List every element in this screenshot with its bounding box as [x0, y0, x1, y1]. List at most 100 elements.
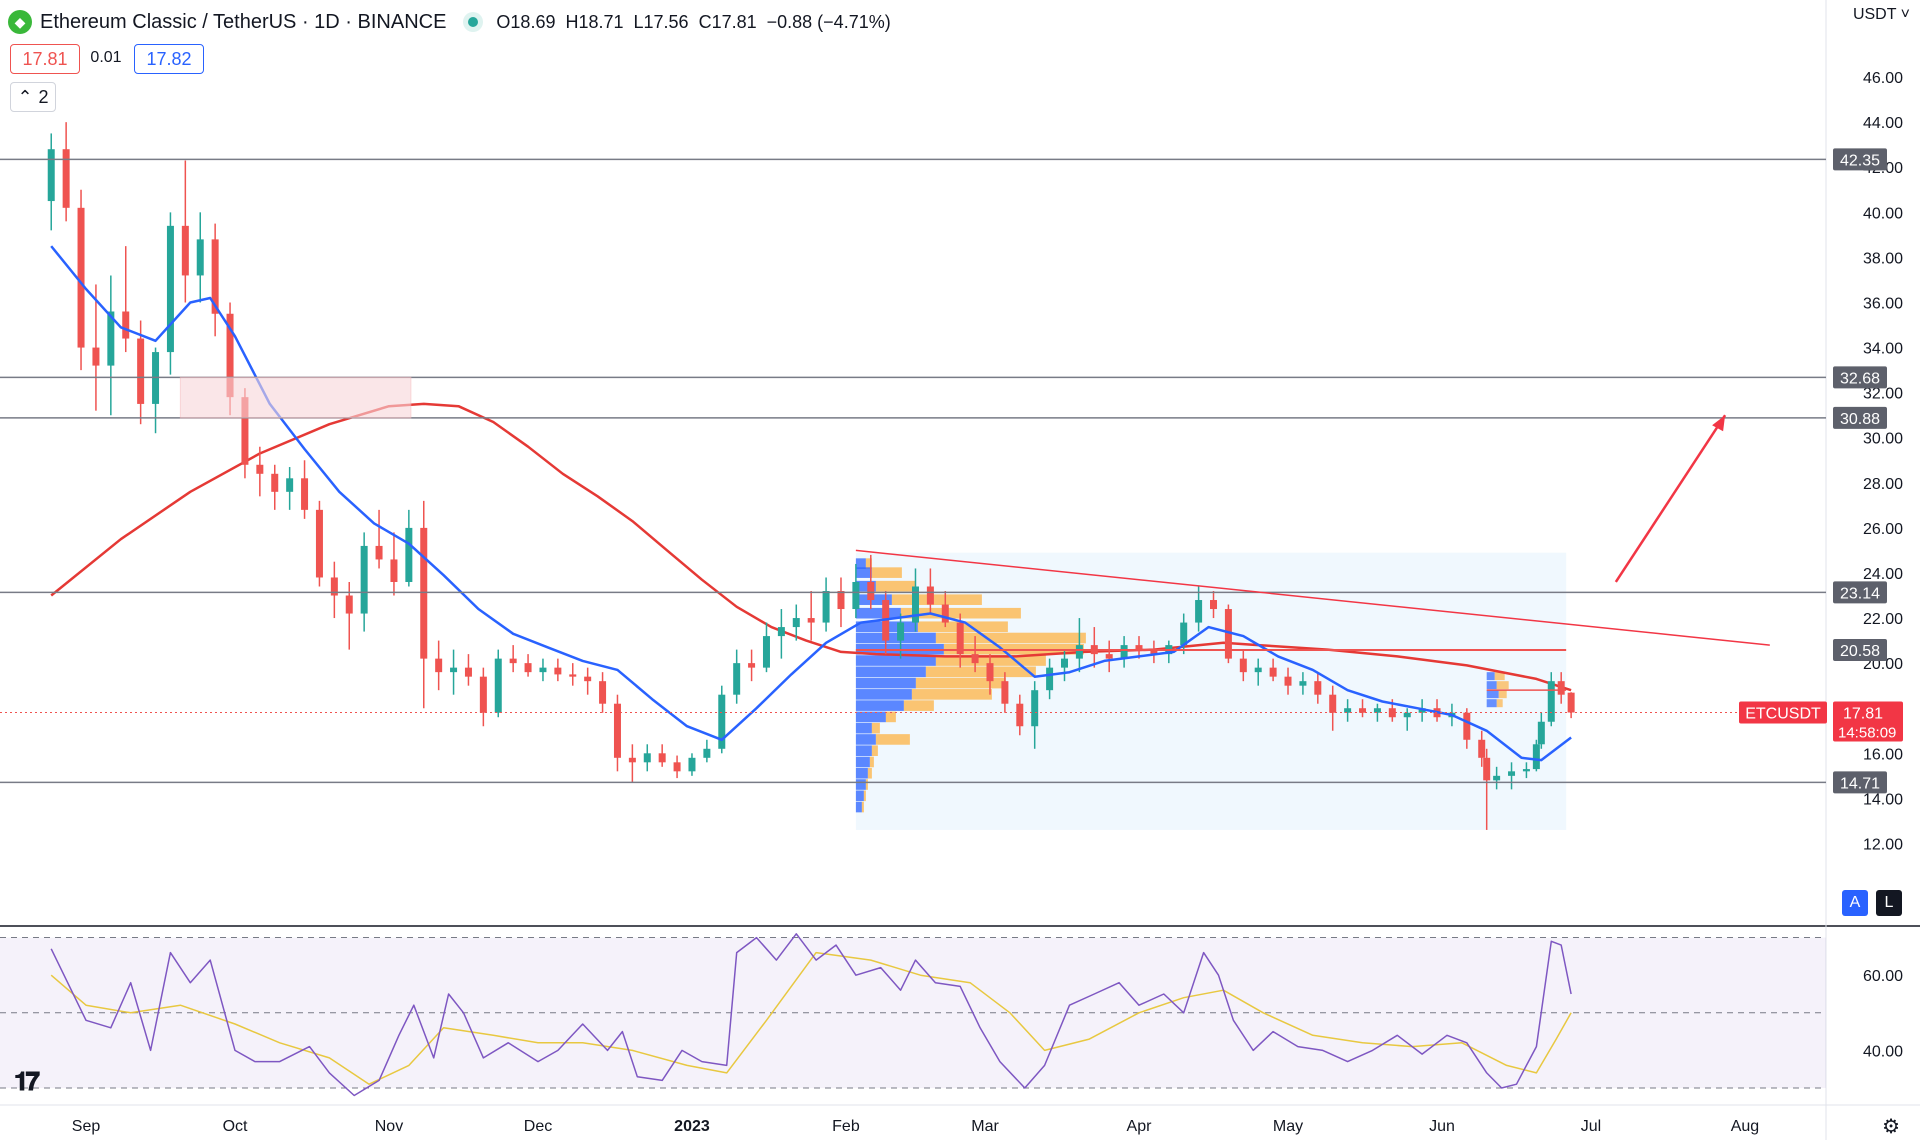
auto-scale-button[interactable]: A: [1842, 890, 1868, 916]
rsi-pane: 40.00 60.00: [0, 933, 1903, 1097]
candle-body: [539, 667, 547, 673]
candle-body: [1001, 681, 1009, 704]
candle-body: [613, 703, 621, 758]
candle-body: [435, 658, 443, 673]
price-tag-value: 17.81: [1843, 705, 1883, 722]
volume-profile-down-bar: [875, 734, 910, 745]
candle-body: [1463, 712, 1471, 740]
candle-body: [1075, 645, 1083, 659]
candle-body: [718, 694, 726, 749]
session-profile-down-bar: [1498, 690, 1507, 699]
volume-profile-down-bar: [875, 580, 916, 592]
candle-body: [1547, 681, 1555, 722]
etc-logo-icon: ◆: [8, 10, 32, 34]
candle-body: [375, 545, 383, 560]
volume-profile-down-bar: [915, 677, 1006, 689]
candle-body: [509, 658, 517, 664]
candle-body: [1120, 645, 1128, 659]
candle-body: [360, 545, 368, 614]
volume-profile-up-bar: [855, 632, 936, 644]
volume-profile-down-bar: [885, 711, 896, 723]
candle-body: [971, 654, 979, 664]
chevron-down-icon: ˅: [1900, 6, 1910, 23]
candle-body: [599, 681, 607, 704]
candle-body: [330, 577, 338, 596]
symbol-tag-bg: [1739, 701, 1827, 724]
gear-icon[interactable]: ⚙: [1882, 1116, 1900, 1138]
level-tag-bg: [1833, 406, 1887, 429]
time-tick-label: Jul: [1581, 1118, 1601, 1135]
indicators-collapse-button[interactable]: ⌃ 2: [10, 82, 56, 112]
candle-body: [807, 618, 815, 623]
candle-body: [315, 509, 323, 578]
ema-20-line: [50, 245, 1572, 762]
candle-body: [1344, 708, 1352, 713]
price-tick-label: 26.00: [1863, 521, 1903, 538]
candle-body: [92, 347, 100, 366]
candle-body: [867, 581, 875, 601]
volume-profile-down-bar: [903, 700, 934, 711]
level-tag-label: 23.14: [1840, 585, 1880, 602]
buy-price-button[interactable]: 17.82: [134, 44, 204, 74]
volume-profile-up-bar: [855, 655, 936, 666]
candle-body: [181, 225, 189, 276]
candle-body: [1150, 649, 1158, 655]
candle-body: [1016, 703, 1024, 727]
log-scale-button[interactable]: L: [1876, 890, 1902, 916]
volume-profile-up-bar: [855, 700, 904, 711]
candle-body: [1567, 692, 1575, 713]
candle-body: [450, 667, 458, 673]
currency-label: USDT: [1852, 6, 1897, 23]
price-tag-bg: [1833, 701, 1903, 742]
candle-body: [1031, 690, 1039, 727]
time-tick-label: Apr: [1127, 1118, 1153, 1135]
candle-body: [1284, 676, 1292, 686]
candle-body: [301, 478, 309, 510]
projection-arrow-head: [1712, 415, 1726, 432]
volume-profile-up-bar: [855, 767, 868, 779]
candle-body: [166, 225, 174, 353]
sell-price-button[interactable]: 17.81: [10, 44, 80, 74]
volume-profile-up-bar: [855, 607, 901, 619]
price-tick-label: 12.00: [1863, 836, 1903, 853]
chevron-up-icon: ⌃: [17, 86, 33, 107]
volume-profile: [855, 552, 1567, 830]
candle-body: [1224, 609, 1232, 659]
volume-profile-down-bar: [869, 756, 874, 768]
tradingview-logo-icon[interactable]: 𝟏𝟕: [14, 1066, 40, 1096]
candle-body: [524, 663, 532, 673]
candle-body: [569, 674, 577, 677]
volume-profile-up-bar: [855, 745, 872, 757]
candle-body: [688, 757, 696, 772]
volume-profile-up-bar: [855, 677, 916, 689]
volume-profile-up-bar: [855, 689, 912, 700]
rsi-tick-label: 60.00: [1863, 968, 1903, 985]
currency-selector[interactable]: USDT ˅: [1853, 6, 1910, 24]
candle-body: [1522, 769, 1530, 772]
candle-body: [122, 311, 130, 339]
level-tag-label: 42.35: [1840, 152, 1880, 169]
candle-body: [1180, 622, 1188, 646]
candle-body: [1478, 739, 1486, 758]
volume-profile-down-bar: [861, 801, 864, 813]
session-profile-up-bar: [1486, 672, 1495, 681]
time-tick-label: Aug: [1731, 1118, 1759, 1135]
candle-body: [1508, 771, 1516, 776]
candle-body: [1269, 667, 1277, 677]
session-profile-up-bar: [1486, 690, 1499, 699]
time-tick-label: Dec: [524, 1118, 552, 1135]
volume-profile-up-bar: [855, 734, 876, 745]
session-profile-up-bar: [1486, 699, 1497, 708]
candle-body: [897, 622, 905, 641]
candle-body: [643, 753, 651, 763]
candle-body: [673, 762, 681, 772]
ema-20-polyline: [50, 245, 1572, 762]
level-tag-label: 20.58: [1840, 643, 1880, 660]
price-tick-label: 16.00: [1863, 746, 1903, 763]
level-tag-bg: [1833, 366, 1887, 389]
symbol-title[interactable]: Ethereum Classic / TetherUS · 1D · BINAN…: [40, 10, 447, 33]
symbol-tag-label: ETCUSDT: [1745, 705, 1821, 722]
volume-profile-up-bar: [855, 666, 926, 678]
price-tag-countdown: 14:58:09: [1838, 724, 1896, 741]
